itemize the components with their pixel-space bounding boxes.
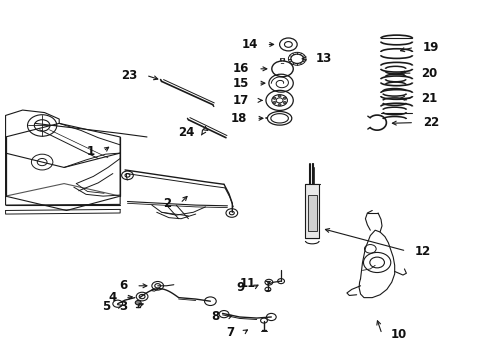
Text: 4: 4: [108, 291, 116, 304]
Text: 22: 22: [422, 116, 438, 129]
Text: 15: 15: [232, 77, 249, 90]
Circle shape: [278, 104, 281, 106]
Text: 7: 7: [226, 326, 234, 339]
Text: 10: 10: [390, 328, 406, 341]
Text: 18: 18: [230, 112, 247, 125]
Text: 12: 12: [414, 244, 430, 257]
Bar: [305, 184, 319, 238]
Text: 13: 13: [315, 52, 331, 65]
Bar: [307, 195, 316, 231]
Circle shape: [278, 95, 281, 97]
Text: 8: 8: [210, 310, 219, 324]
Text: 6: 6: [119, 279, 127, 292]
Text: 17: 17: [233, 94, 249, 107]
Circle shape: [135, 301, 141, 305]
Text: 20: 20: [421, 67, 437, 80]
Text: 3: 3: [119, 300, 127, 313]
Circle shape: [272, 102, 275, 104]
Text: 9: 9: [236, 281, 244, 294]
Text: 1: 1: [86, 145, 94, 158]
Text: 16: 16: [232, 62, 249, 75]
Text: 11: 11: [240, 278, 256, 291]
Text: 2: 2: [163, 197, 171, 210]
Text: 23: 23: [121, 69, 137, 82]
Text: 21: 21: [421, 92, 437, 105]
Text: 5: 5: [102, 300, 110, 313]
Circle shape: [283, 97, 285, 99]
Text: 14: 14: [241, 38, 257, 51]
Text: 19: 19: [422, 41, 438, 54]
Circle shape: [272, 97, 275, 99]
Text: 24: 24: [178, 126, 194, 139]
Circle shape: [283, 102, 285, 104]
